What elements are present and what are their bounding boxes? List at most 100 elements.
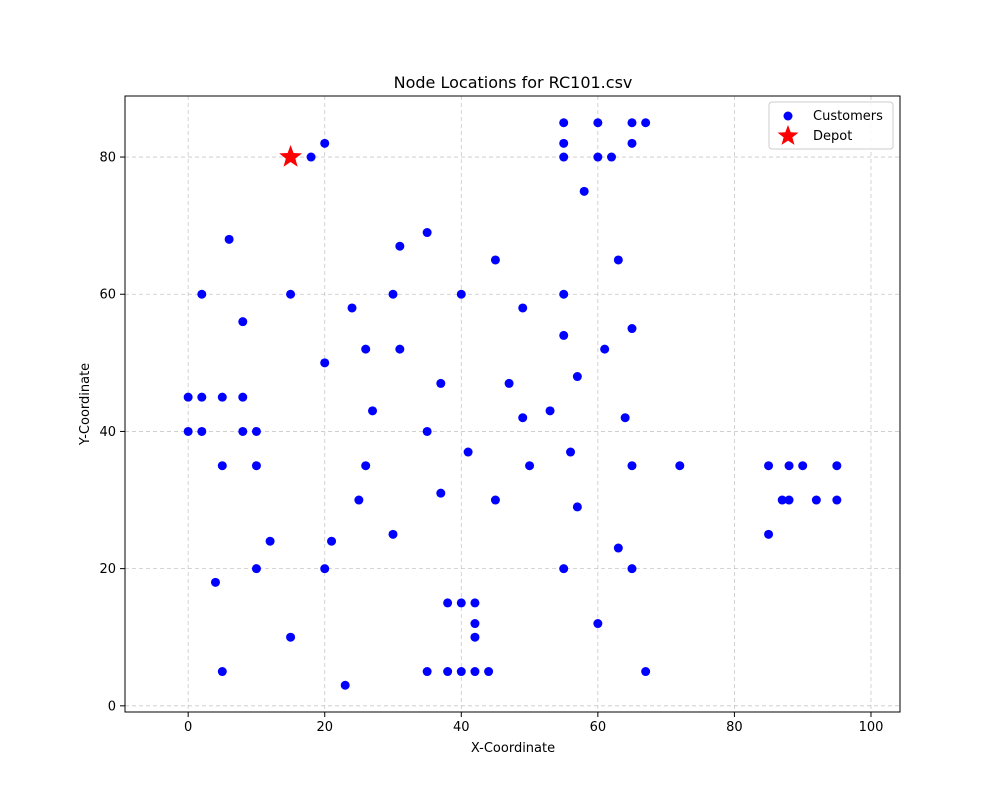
- customer-point: [422, 228, 432, 238]
- legend-label-depot: Depot: [813, 129, 852, 144]
- customer-point: [395, 344, 405, 354]
- x-tick-label: 40: [453, 720, 470, 735]
- customer-point: [559, 564, 569, 574]
- customer-point: [620, 413, 630, 423]
- customer-point: [238, 426, 248, 436]
- data-points: [183, 118, 842, 690]
- customer-point: [593, 619, 603, 629]
- customer-point: [566, 447, 576, 457]
- customer-point: [470, 598, 480, 608]
- customer-point: [436, 378, 446, 388]
- customer-point: [183, 392, 193, 402]
- customer-point: [518, 303, 528, 313]
- customer-point: [572, 372, 582, 382]
- customer-point: [627, 564, 637, 574]
- customer-point: [675, 461, 685, 471]
- customer-point: [593, 152, 603, 162]
- customer-point: [456, 289, 466, 299]
- customer-point: [470, 667, 480, 677]
- y-tick-label: 40: [99, 425, 116, 440]
- x-axis-label: X-Coordinate: [471, 741, 555, 756]
- customer-point: [368, 406, 378, 416]
- customer-point: [265, 536, 275, 546]
- legend-markers: [777, 111, 799, 145]
- legend-box: [768, 101, 894, 150]
- customer-point: [559, 138, 569, 148]
- plot-area: [124, 95, 901, 713]
- customer-point: [470, 619, 480, 629]
- customer-point: [320, 138, 330, 148]
- customer-point: [286, 632, 296, 642]
- customer-point: [607, 152, 617, 162]
- customer-point: [811, 495, 821, 505]
- legend: Customers Depot: [768, 101, 894, 150]
- y-tick-label: 0: [108, 699, 116, 714]
- x-tick-label: 0: [184, 720, 192, 735]
- customer-point: [579, 186, 589, 196]
- customer-point: [217, 392, 227, 402]
- customer-point: [559, 330, 569, 340]
- customer-point: [832, 495, 842, 505]
- customer-point: [422, 426, 432, 436]
- x-axis-ticks: 0 20 40 60 80 100: [184, 712, 883, 735]
- customer-point: [504, 378, 514, 388]
- customer-point: [545, 406, 555, 416]
- customer-point: [456, 667, 466, 677]
- customer-point: [361, 461, 371, 471]
- customer-point: [641, 667, 651, 677]
- customer-point: [525, 461, 535, 471]
- grid-lines: [125, 96, 900, 712]
- x-tick-label: 100: [859, 720, 884, 735]
- customer-point: [627, 138, 637, 148]
- customer-point: [559, 152, 569, 162]
- customer-point: [197, 426, 207, 436]
- customer-point: [777, 495, 787, 505]
- customer-point: [251, 426, 261, 436]
- customer-point: [490, 495, 500, 505]
- customer-point: [463, 447, 473, 457]
- customer-point: [251, 564, 261, 574]
- customer-point: [217, 461, 227, 471]
- customer-point: [347, 303, 357, 313]
- chart-title: Node Locations for RC101.csv: [394, 73, 633, 92]
- customer-point: [443, 667, 453, 677]
- legend-marker-customers: [783, 111, 793, 121]
- y-tick-label: 80: [99, 151, 116, 166]
- customer-point: [627, 118, 637, 128]
- customer-point: [559, 118, 569, 128]
- y-axis-label: Y-Coordinate: [78, 363, 93, 446]
- customer-point: [784, 495, 794, 505]
- plot-frame: [124, 95, 901, 713]
- customer-point: [422, 667, 432, 677]
- customer-point: [197, 392, 207, 402]
- customer-point: [518, 413, 528, 423]
- customer-point: [490, 255, 500, 265]
- plot-background: [125, 96, 900, 712]
- customer-point: [436, 488, 446, 498]
- customer-point: [627, 461, 637, 471]
- x-tick-label: 80: [726, 720, 743, 735]
- customer-point: [613, 255, 623, 265]
- customer-point: [559, 289, 569, 299]
- customer-point: [395, 241, 405, 251]
- customer-point: [286, 289, 296, 299]
- customer-point: [217, 667, 227, 677]
- customer-point: [764, 529, 774, 539]
- y-tick-label: 20: [99, 562, 116, 577]
- customer-point: [641, 118, 651, 128]
- customer-point: [238, 317, 248, 327]
- customer-point: [210, 577, 220, 587]
- customer-point: [224, 234, 234, 244]
- customer-point: [388, 289, 398, 299]
- customer-point: [320, 358, 330, 368]
- legend-label-customers: Customers: [813, 109, 883, 124]
- x-tick-label: 20: [316, 720, 333, 735]
- customer-point: [443, 598, 453, 608]
- customer-point: [361, 344, 371, 354]
- customer-point: [327, 536, 337, 546]
- customer-point: [572, 502, 582, 512]
- customer-point: [197, 289, 207, 299]
- customer-point: [183, 426, 193, 436]
- customer-point: [784, 461, 794, 471]
